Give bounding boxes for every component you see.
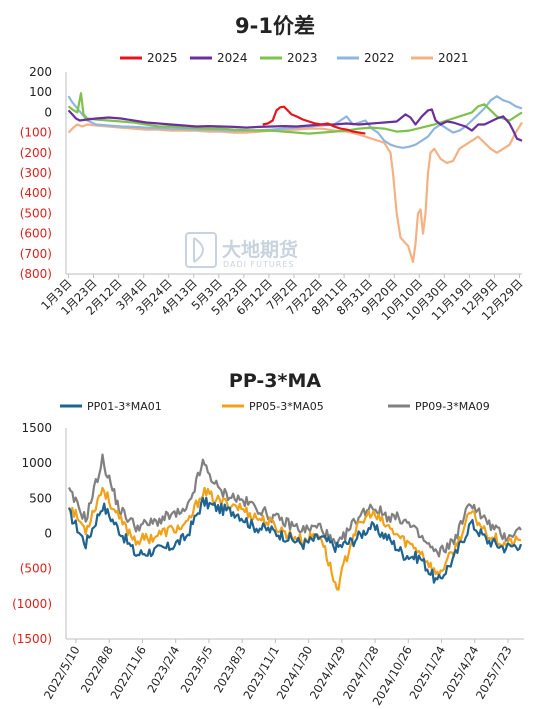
chart-9-1-svg: 9-1价差 2025 2024 2023 2022 2021 大地期货 DADI FUT… (20, 14, 526, 323)
legend-label: 2025 (147, 51, 178, 65)
y-tick-label: (500) (20, 206, 52, 220)
series-line-PP09-3*MA09 (68, 453, 522, 558)
legend-label: PP01-3*MA01 (87, 400, 162, 413)
y-tick-label: (300) (20, 166, 52, 180)
series-line-2025 (262, 105, 366, 135)
series-line-PP01-3*MA01 (68, 496, 523, 584)
legend-label: PP09-3*MA09 (415, 400, 490, 413)
y-tick-label: 0 (44, 105, 52, 119)
y-tick-label: 100 (29, 85, 52, 99)
y-tick-label: 500 (29, 491, 52, 505)
axes: 150010005000(500)(1000)(1500)2022/5/1020… (12, 421, 524, 708)
x-tick-label: 2022/5/10 (41, 644, 83, 702)
x-tick-label: 2023/5/5 (178, 644, 216, 696)
y-tick-label: (100) (20, 126, 52, 140)
axes: 200 100 0 (100) (200) (300) (400) (500) (600) (70… (20, 65, 526, 323)
y-tick-label: (200) (20, 146, 52, 160)
logo-icon (185, 232, 217, 268)
chart-pp-svg: PP-3*MA PP01-3*MA01 PP05-3*MA05 PP09-3*MA0… (12, 370, 524, 708)
legend-label: 2021 (438, 51, 469, 65)
x-tick-label: 2023/2/4 (144, 644, 182, 696)
y-tick-label: 0 (44, 527, 52, 541)
series-line-2024 (67, 108, 523, 142)
legend-label: 2024 (217, 51, 248, 65)
legend: 2025 2024 2023 2022 2021 (120, 51, 469, 65)
legend-label: PP05-3*MA05 (249, 400, 324, 413)
watermark: 大地期货 DADI FUTURES (185, 232, 298, 269)
y-tick-label: (1000) (12, 597, 52, 611)
series-lines (67, 92, 523, 263)
series-line-2021 (67, 121, 523, 263)
chart-title: PP-3*MA (229, 370, 321, 392)
series-lines (67, 453, 523, 591)
x-tick-label: 2022/8/8 (78, 644, 116, 696)
y-tick-label: (500) (20, 562, 52, 576)
y-tick-label: 200 (29, 65, 52, 79)
watermark-name: 大地期货 (222, 238, 298, 261)
y-tick-label: (1500) (12, 632, 52, 646)
x-tick-label: 2023/8/3 (211, 644, 249, 696)
y-tick-label: (800) (20, 267, 52, 281)
chart-9-1-spread: 9-1价差 2025 2024 2023 2022 2021 大地期货 DADI FUT… (20, 14, 526, 323)
y-tick-label: 1000 (21, 456, 52, 470)
watermark-sub: DADI FUTURES (223, 260, 294, 269)
y-tick-label: 1500 (21, 421, 52, 435)
legend-label: 2022 (364, 51, 395, 65)
series-line-2023 (67, 92, 523, 135)
chart-title: 9-1价差 (235, 14, 315, 38)
y-tick-label: (700) (20, 247, 52, 261)
series-line-PP05-3*MA05 (67, 486, 522, 591)
legend: PP01-3*MA01 PP05-3*MA05 PP09-3*MA09 (60, 400, 490, 413)
legend-label: 2023 (287, 51, 318, 65)
chart-pp-3ma: PP-3*MA PP01-3*MA01 PP05-3*MA05 PP09-3*MA0… (0, 355, 550, 709)
y-tick-label: (400) (20, 186, 52, 200)
y-tick-label: (600) (20, 227, 52, 241)
